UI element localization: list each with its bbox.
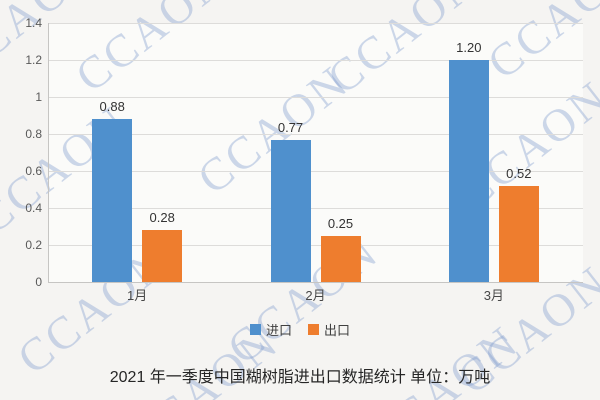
bar-value-label: 0.28	[149, 210, 175, 226]
legend-item-export: 出口	[308, 320, 350, 339]
y-axis-tick-label: 0.2	[25, 238, 42, 252]
x-axis-category-label: 3月	[483, 288, 504, 303]
bar-import-2月	[270, 139, 311, 282]
bar-value-label: 0.25	[327, 215, 354, 231]
x-axis-line	[48, 282, 583, 283]
legend-item-import: 进口	[249, 320, 292, 339]
chart-title: 2021 年一季度中国糊树脂进出口数据统计 单位：万吨	[109, 369, 491, 386]
bar-export-3月	[498, 185, 539, 282]
bar-export-2月	[320, 235, 361, 282]
y-axis-tick-label: 0.8	[25, 127, 42, 141]
y-gridline	[48, 245, 583, 246]
y-axis-line	[48, 23, 49, 282]
bar-value-label: 0.77	[277, 119, 304, 135]
y-gridline	[48, 97, 583, 98]
y-axis-tick-label: 1.2	[25, 53, 42, 67]
legend-swatch-import	[249, 324, 261, 335]
bar-export-1月	[142, 230, 183, 282]
bar-value-label: 0.52	[506, 165, 532, 181]
y-gridline	[48, 134, 583, 135]
y-gridline	[48, 171, 583, 172]
bar-import-3月	[448, 60, 489, 282]
x-axis-category-label: 2月	[305, 288, 326, 303]
x-axis-category-label: 1月	[127, 288, 148, 303]
legend: 进口 出口	[0, 320, 600, 339]
y-gridline	[48, 208, 583, 209]
legend-label-import: 进口	[265, 323, 292, 338]
y-axis-tick-label: 1.4	[25, 16, 42, 30]
y-axis-tick-label: 0	[35, 275, 42, 289]
bar-import-1月	[92, 119, 133, 282]
legend-swatch-export	[308, 324, 319, 335]
legend-label-export: 出口	[324, 323, 351, 338]
y-axis-tick-label: 0.6	[25, 164, 42, 178]
bar-value-label: 1.20	[456, 40, 482, 55]
bar-value-label: 0.88	[99, 99, 125, 115]
plot-area	[48, 23, 583, 282]
y-axis-tick-label: 0.4	[25, 201, 42, 215]
y-gridline	[48, 60, 583, 61]
y-gridline	[48, 23, 583, 24]
y-axis-tick-label: 1	[35, 90, 42, 104]
